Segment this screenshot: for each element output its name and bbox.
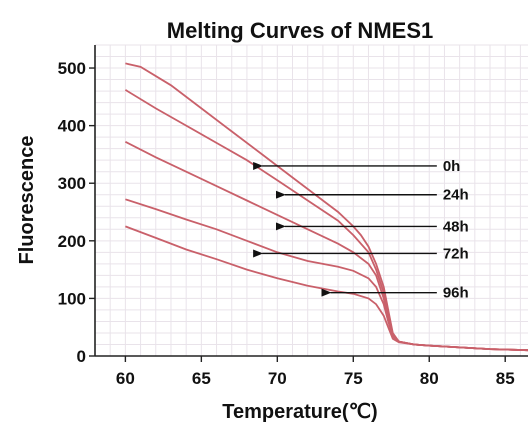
grid-lines — [94, 44, 528, 356]
annotation-label-96h: 96h — [443, 285, 469, 302]
x-tick-label: 85 — [496, 369, 515, 388]
y-tick-label: 200 — [58, 232, 86, 251]
annotation-label-48h: 48h — [443, 218, 469, 235]
annotation-label-72h: 72h — [443, 245, 469, 262]
x-axis-label: Temperature(℃) — [222, 401, 377, 423]
curve-96h — [125, 225, 528, 352]
annotation-label-0h: 0h — [443, 158, 461, 175]
annotations: 0h 24h 48h 72h 96h — [253, 158, 469, 302]
curve-series — [124, 62, 528, 352]
x-tick-label: 65 — [192, 369, 211, 388]
annotation-label-24h: 24h — [443, 187, 469, 204]
y-tick-label: 400 — [58, 117, 86, 136]
chart-title: Melting Curves of NMES1 — [167, 18, 433, 43]
y-tick-label: 500 — [58, 59, 86, 78]
x-tick-label: 70 — [268, 369, 287, 388]
y-axis-label: Fluorescence — [16, 136, 38, 265]
y-tick-label: 0 — [77, 347, 86, 366]
y-tick-label: 300 — [58, 174, 86, 193]
x-tick-label: 75 — [344, 369, 363, 388]
x-tick-label: 60 — [116, 369, 135, 388]
ticks: 60 65 70 75 80 85 0 100 200 300 400 500 — [58, 59, 515, 388]
y-tick-label: 100 — [58, 289, 86, 308]
x-tick-label: 80 — [420, 369, 439, 388]
axes — [94, 45, 528, 357]
